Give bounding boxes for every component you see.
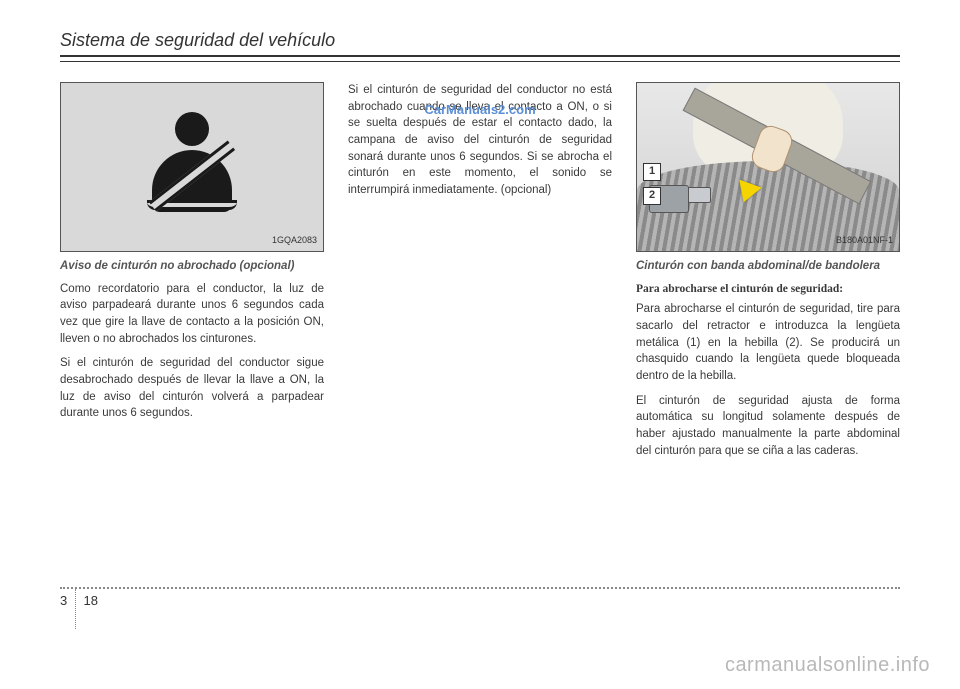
paragraph: Si el cinturón de seguridad del conducto… xyxy=(60,355,324,422)
column-1: 1GQA2083 Aviso de cinturón no abrochado … xyxy=(60,82,324,467)
page: Sistema de seguridad del vehículo CarMan… xyxy=(0,0,960,467)
paragraph: Para abrocharse el cinturón de seguridad… xyxy=(636,301,900,384)
footer-separator xyxy=(75,589,76,629)
figure-label: B180A01NF-1 xyxy=(836,234,893,247)
caption-3: Cinturón con banda abdominal/de bandoler… xyxy=(636,258,900,275)
watermark-top: CarManuals2.com xyxy=(424,102,535,117)
paragraph: Como recordatorio para el conductor, la … xyxy=(60,281,324,348)
header-title: Sistema de seguridad del vehículo xyxy=(60,30,900,57)
belt-illustration: 1 2 xyxy=(637,83,899,251)
figure-lap-shoulder-belt: 1 2 B180A01NF-1 xyxy=(636,82,900,252)
content-columns: 1GQA2083 Aviso de cinturón no abrochado … xyxy=(60,82,900,467)
column-2: Si el cinturón de seguridad del conducto… xyxy=(348,82,612,467)
paragraph: Si el cinturón de seguridad del conducto… xyxy=(348,82,612,199)
callout-1: 1 xyxy=(643,163,661,181)
page-number: 18 xyxy=(83,593,97,608)
watermark-bottom: carmanualsonline.info xyxy=(725,654,930,677)
callout-2: 2 xyxy=(643,187,661,205)
figure-label: 1GQA2083 xyxy=(272,234,317,247)
seatbelt-icon xyxy=(142,112,242,222)
paragraph: El cinturón de seguridad ajusta de forma… xyxy=(636,393,900,460)
header-rule xyxy=(60,61,900,62)
caption-1: Aviso de cinturón no abrochado (opcional… xyxy=(60,258,324,275)
column-3: 1 2 B180A01NF-1 Cinturón con banda abdom… xyxy=(636,82,900,467)
subheading: Para abrocharse el cinturón de seguridad… xyxy=(636,281,900,298)
section-number: 3 xyxy=(60,593,67,608)
figure-seatbelt-warning: 1GQA2083 xyxy=(60,82,324,252)
footer: 3 18 xyxy=(60,587,900,629)
